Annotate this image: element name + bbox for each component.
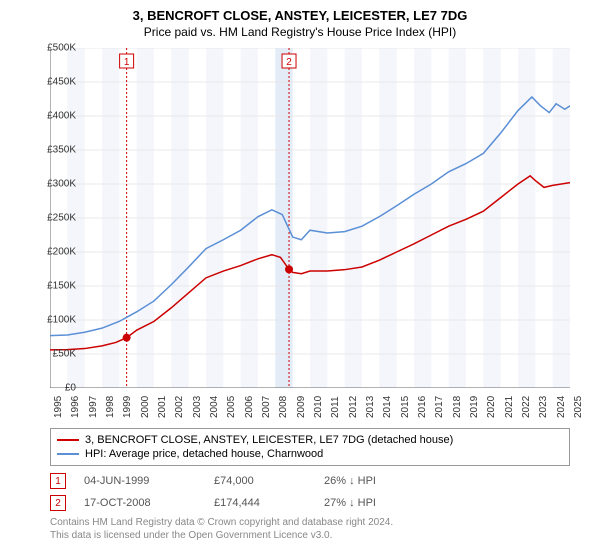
x-tick-label: 2019 (469, 396, 480, 418)
sale-marker-box: 1 (50, 473, 66, 489)
chart-title: 3, BENCROFT CLOSE, ANSTEY, LEICESTER, LE… (0, 0, 600, 23)
x-tick-label: 2018 (452, 396, 463, 418)
x-tick-label: 2016 (417, 396, 428, 418)
y-tick-label: £450K (47, 77, 76, 88)
sale-row: 1 04-JUN-1999£74,00026% ↓ HPI (50, 470, 570, 492)
x-tick-label: 2010 (313, 396, 324, 418)
x-tick-label: 2011 (330, 396, 341, 418)
footnote-line-2: This data is licensed under the Open Gov… (50, 529, 570, 542)
svg-text:1: 1 (124, 57, 130, 68)
x-tick-label: 2012 (348, 396, 359, 418)
legend-swatch (57, 453, 79, 455)
sale-date: 17-OCT-2008 (84, 497, 214, 509)
x-tick-label: 2023 (538, 396, 549, 418)
legend-item: HPI: Average price, detached house, Char… (57, 447, 563, 461)
x-tick-label: 1995 (53, 396, 64, 418)
x-tick-label: 1997 (88, 396, 99, 418)
legend-label: HPI: Average price, detached house, Char… (85, 448, 323, 460)
y-tick-label: £150K (47, 281, 76, 292)
sale-price: £74,000 (214, 475, 324, 487)
x-tick-label: 2025 (573, 396, 584, 418)
footnote: Contains HM Land Registry data © Crown c… (50, 516, 570, 542)
y-tick-label: £100K (47, 315, 76, 326)
x-tick-label: 2022 (521, 396, 532, 418)
x-tick-label: 2024 (556, 396, 567, 418)
x-tick-label: 2021 (504, 396, 515, 418)
chart-container: 3, BENCROFT CLOSE, ANSTEY, LEICESTER, LE… (0, 0, 600, 560)
x-tick-label: 1996 (70, 396, 81, 418)
x-tick-label: 2001 (157, 396, 168, 418)
chart-subtitle: Price paid vs. HM Land Registry's House … (0, 23, 600, 39)
chart-area: 12 (50, 48, 570, 388)
x-tick-label: 2013 (365, 396, 376, 418)
x-tick-label: 2005 (226, 396, 237, 418)
footnote-line-1: Contains HM Land Registry data © Crown c… (50, 516, 570, 529)
x-tick-label: 2014 (382, 396, 393, 418)
x-tick-label: 2020 (486, 396, 497, 418)
y-tick-label: £50K (53, 349, 76, 360)
svg-text:2: 2 (286, 57, 292, 68)
y-tick-label: £500K (47, 43, 76, 54)
chart-svg: 12 (50, 48, 570, 388)
sale-date: 04-JUN-1999 (84, 475, 214, 487)
y-tick-label: £200K (47, 247, 76, 258)
sale-price: £174,444 (214, 497, 324, 509)
x-tick-label: 2003 (192, 396, 203, 418)
sale-row: 2 17-OCT-2008£174,44427% ↓ HPI (50, 492, 570, 514)
legend: 3, BENCROFT CLOSE, ANSTEY, LEICESTER, LE… (50, 428, 570, 466)
x-tick-label: 2015 (400, 396, 411, 418)
sale-pct: 27% ↓ HPI (324, 497, 464, 509)
x-tick-label: 2004 (209, 396, 220, 418)
x-tick-label: 1998 (105, 396, 116, 418)
x-tick-label: 2000 (140, 396, 151, 418)
sale-pct: 26% ↓ HPI (324, 475, 464, 487)
x-tick-label: 2006 (244, 396, 255, 418)
legend-label: 3, BENCROFT CLOSE, ANSTEY, LEICESTER, LE… (85, 434, 453, 446)
legend-swatch (57, 439, 79, 441)
y-tick-label: £300K (47, 179, 76, 190)
x-tick-label: 2007 (261, 396, 272, 418)
sale-marker-box: 2 (50, 495, 66, 511)
y-tick-label: £350K (47, 145, 76, 156)
legend-item: 3, BENCROFT CLOSE, ANSTEY, LEICESTER, LE… (57, 433, 563, 447)
x-tick-label: 2008 (278, 396, 289, 418)
y-tick-label: £0 (65, 383, 76, 394)
y-tick-label: £400K (47, 111, 76, 122)
x-tick-label: 1999 (122, 396, 133, 418)
y-tick-label: £250K (47, 213, 76, 224)
sales-table: 1 04-JUN-1999£74,00026% ↓ HPI 2 17-OCT-2008… (50, 470, 570, 514)
x-tick-label: 2002 (174, 396, 185, 418)
x-tick-label: 2017 (434, 396, 445, 418)
x-tick-label: 2009 (296, 396, 307, 418)
